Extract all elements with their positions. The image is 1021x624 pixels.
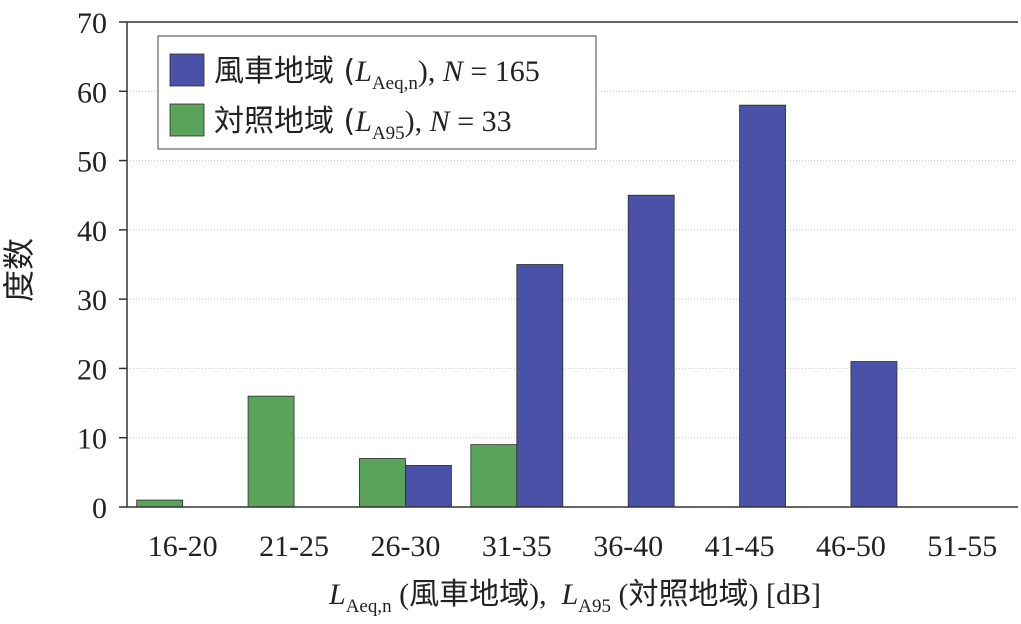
y-tick-label-20: 20 — [77, 353, 107, 386]
y-tick-label-10: 10 — [77, 423, 107, 456]
y-tick-label-30: 30 — [77, 284, 107, 317]
bars — [136, 104, 898, 508]
bar-wind-31-35 — [516, 264, 564, 508]
bar-wind-36-40 — [627, 194, 675, 508]
legend-label-control: 対照地域 (LA95), N = 33 — [214, 104, 512, 144]
legend: 風車地域 (LAeq,n), N = 165 対照地域 (LA95), N = 3… — [157, 35, 597, 150]
legend-label-wind: 風車地域 (LAeq,n), N = 165 — [214, 54, 540, 94]
bar-wind-41-45 — [739, 104, 786, 508]
x-axis-label: LAeq,n (風車地域), LA95 (対照地域) [dB] — [328, 578, 821, 617]
y-tick-label-0: 0 — [92, 492, 107, 525]
x-tick-label-26-30: 26-30 — [370, 530, 440, 563]
x-tick-label-51-55: 51-55 — [927, 530, 997, 563]
tick-labels: 0 10 20 30 40 50 60 70 16-20 21-25 26-30 31-35 36-40… — [77, 7, 997, 563]
axis-labels: 度数 LAeq,n (風車地域), LA95 (対照地域) [dB] — [0, 238, 821, 617]
legend-swatch-control — [169, 103, 205, 137]
bar-control-31-35 — [470, 444, 518, 508]
axes — [126, 21, 1018, 508]
legend-swatch-wind — [169, 53, 205, 87]
legend-box — [157, 35, 597, 150]
bar-wind-26-30 — [405, 465, 452, 508]
bar-control-26-30 — [359, 458, 406, 508]
bar-control-21-25 — [247, 395, 295, 508]
bar-control-16-20 — [136, 499, 184, 508]
y-tick-label-40: 40 — [77, 215, 107, 248]
x-tick-label-36-40: 36-40 — [593, 530, 663, 563]
x-tick-label-31-35: 31-35 — [482, 530, 552, 563]
y-tick-label-60: 60 — [77, 76, 107, 109]
y-axis-label: 度数 — [0, 238, 38, 302]
x-tick-label-21-25: 21-25 — [259, 530, 329, 563]
y-tick-label-70: 70 — [77, 7, 107, 40]
x-tick-label-41-45: 41-45 — [705, 530, 775, 563]
y-tick-label-50: 50 — [77, 146, 107, 179]
bar-wind-46-50 — [850, 361, 898, 508]
x-tick-label-46-50: 46-50 — [816, 530, 886, 563]
x-tick-label-16-20: 16-20 — [148, 530, 218, 563]
